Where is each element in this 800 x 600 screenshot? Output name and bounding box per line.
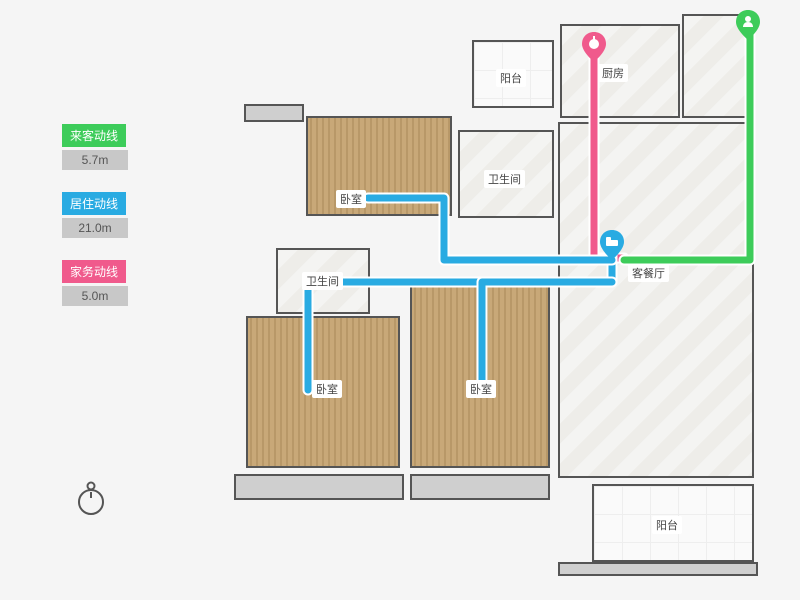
room-label-0: 阳台 (496, 69, 526, 87)
room-label-4: 卫生间 (484, 170, 525, 188)
room-5 (558, 122, 754, 478)
legend-house: 家务动线 5.0m (62, 260, 128, 306)
room-label-6: 卫生间 (302, 272, 343, 290)
room-label-1: 厨房 (598, 64, 628, 82)
exterior-block-3 (558, 562, 758, 576)
legend-guest-label: 来客动线 (62, 124, 126, 147)
legend-living-label: 居住动线 (62, 192, 126, 215)
living-marker-icon (600, 230, 624, 260)
room-label-8: 卧室 (466, 380, 496, 398)
exterior-block-2 (410, 474, 550, 500)
room-3 (306, 116, 452, 216)
legend-house-value: 5.0m (62, 286, 128, 306)
room-label-9: 阳台 (652, 516, 682, 534)
legend-living-value: 21.0m (62, 218, 128, 238)
house-marker-icon (582, 32, 606, 62)
legend-house-label: 家务动线 (62, 260, 126, 283)
legend-guest-value: 5.7m (62, 150, 128, 170)
legend-living: 居住动线 21.0m (62, 192, 128, 238)
room-label-3: 卧室 (336, 190, 366, 208)
room-label-7: 卧室 (312, 380, 342, 398)
floorplan: 阳台厨房卧室卫生间客餐厅卫生间卧室卧室阳台 (204, 14, 774, 576)
room-label-5: 客餐厅 (628, 264, 669, 282)
compass-icon (72, 478, 110, 516)
room-8 (410, 284, 550, 468)
legend: 来客动线 5.7m 居住动线 21.0m 家务动线 5.0m (62, 124, 128, 328)
exterior-block-0 (244, 104, 304, 122)
exterior-block-1 (234, 474, 404, 500)
guest-marker-icon (736, 10, 760, 40)
legend-guest: 来客动线 5.7m (62, 124, 128, 170)
